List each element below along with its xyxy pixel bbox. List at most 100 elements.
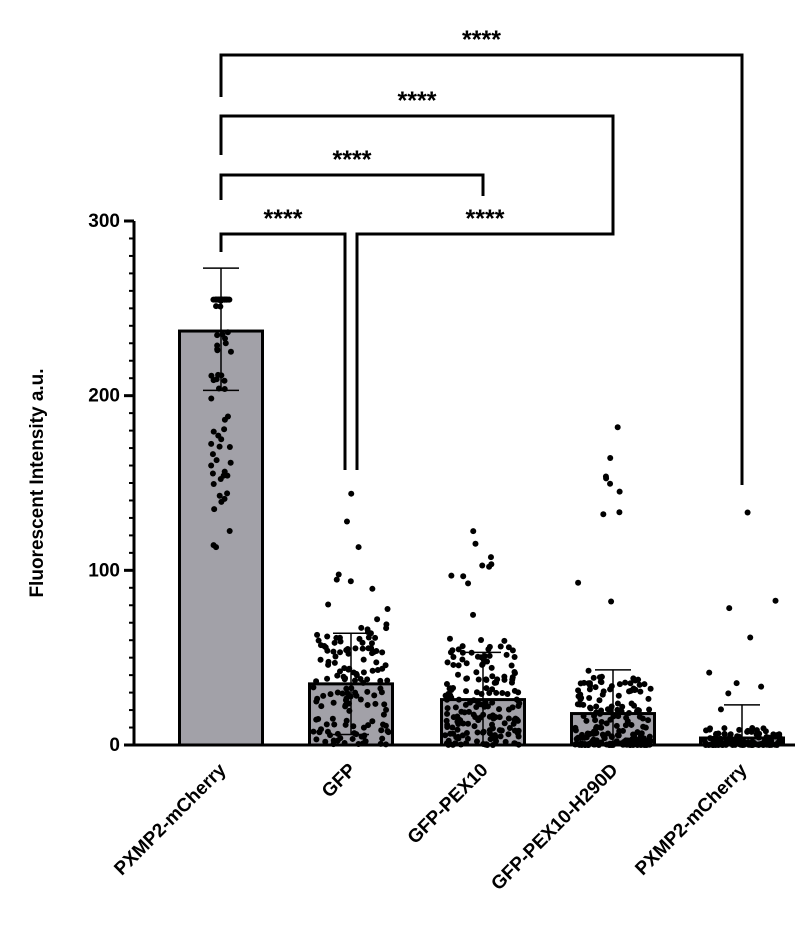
data-point (628, 700, 635, 707)
data-point (575, 579, 582, 586)
data-point (747, 634, 754, 641)
data-point (642, 724, 649, 731)
bars-group (178, 329, 785, 747)
data-point (607, 480, 614, 487)
data-point (378, 727, 385, 734)
data-point (608, 598, 615, 605)
data-point (217, 475, 224, 482)
y-tick-label: 0 (109, 735, 120, 756)
data-point (224, 329, 231, 336)
data-point (348, 490, 355, 497)
data-point (736, 726, 743, 733)
data-point (383, 621, 390, 628)
data-point (345, 666, 352, 673)
data-point (356, 635, 363, 642)
data-point (454, 726, 461, 733)
data-point (504, 690, 511, 697)
data-point (450, 654, 457, 661)
data-point (213, 303, 220, 310)
data-point (506, 725, 513, 732)
data-point (313, 736, 320, 743)
x-tick-label: GFP-PEX10-H290D (487, 760, 622, 895)
data-point (212, 296, 219, 303)
data-point (470, 611, 477, 618)
data-point (505, 706, 512, 713)
data-point (379, 735, 386, 742)
data-point (216, 492, 223, 499)
data-point (221, 426, 228, 433)
data-point (505, 731, 512, 738)
data-point (448, 572, 455, 579)
data-point (343, 717, 350, 724)
data-point (444, 710, 451, 717)
data-point (459, 732, 466, 739)
data-point (473, 689, 480, 696)
data-point (380, 711, 387, 718)
data-point (630, 731, 637, 738)
data-point (489, 725, 496, 732)
data-point (593, 724, 600, 731)
data-point (323, 721, 330, 728)
data-point (477, 701, 484, 708)
data-point (725, 690, 732, 697)
data-point (496, 706, 503, 713)
data-point (337, 649, 344, 656)
data-point (598, 707, 605, 714)
data-point (357, 696, 364, 703)
data-point (384, 605, 391, 612)
data-point (455, 671, 462, 678)
data-point (459, 643, 466, 650)
data-point (450, 684, 457, 691)
data-point (324, 675, 331, 682)
data-point (373, 659, 380, 666)
data-point (381, 701, 388, 708)
y-ticks-group: 0 100 200 300 (88, 211, 134, 756)
data-point (330, 648, 337, 655)
data-point (486, 652, 493, 659)
data-point (632, 686, 639, 693)
data-point (342, 702, 349, 709)
data-point (223, 296, 230, 303)
data-point (772, 597, 779, 604)
data-point (215, 432, 222, 439)
data-point (369, 667, 376, 674)
data-point (215, 371, 222, 378)
data-point (329, 715, 336, 722)
data-point (726, 605, 733, 612)
data-point (587, 705, 594, 712)
data-point (701, 736, 708, 743)
data-point (454, 713, 461, 720)
significance-bracket (219, 232, 347, 470)
data-point (442, 692, 449, 699)
data-point (325, 658, 332, 665)
data-point (358, 624, 365, 631)
data-point (331, 639, 338, 646)
data-point (325, 601, 332, 608)
data-point (756, 730, 763, 737)
data-point (717, 706, 724, 713)
data-point (315, 637, 322, 644)
data-point (324, 728, 331, 735)
significance-bracket (355, 215, 615, 470)
data-point (614, 732, 621, 739)
data-point (501, 720, 508, 727)
data-point (600, 733, 607, 740)
data-point (314, 631, 321, 638)
data-point (711, 737, 718, 744)
data-point (593, 703, 600, 710)
data-point (625, 710, 632, 717)
data-point (488, 664, 495, 671)
data-point (622, 722, 629, 729)
data-point (583, 717, 590, 724)
data-point (572, 727, 579, 734)
data-point (489, 686, 496, 693)
data-point (501, 676, 508, 683)
data-point (493, 689, 500, 696)
x-tick-label: PXMP2-mCherry (631, 759, 751, 879)
data-point (721, 730, 728, 737)
data-point (352, 689, 359, 696)
data-point (483, 685, 490, 692)
significance-label: **** (333, 146, 372, 174)
data-point (600, 511, 607, 518)
data-point (365, 722, 372, 729)
